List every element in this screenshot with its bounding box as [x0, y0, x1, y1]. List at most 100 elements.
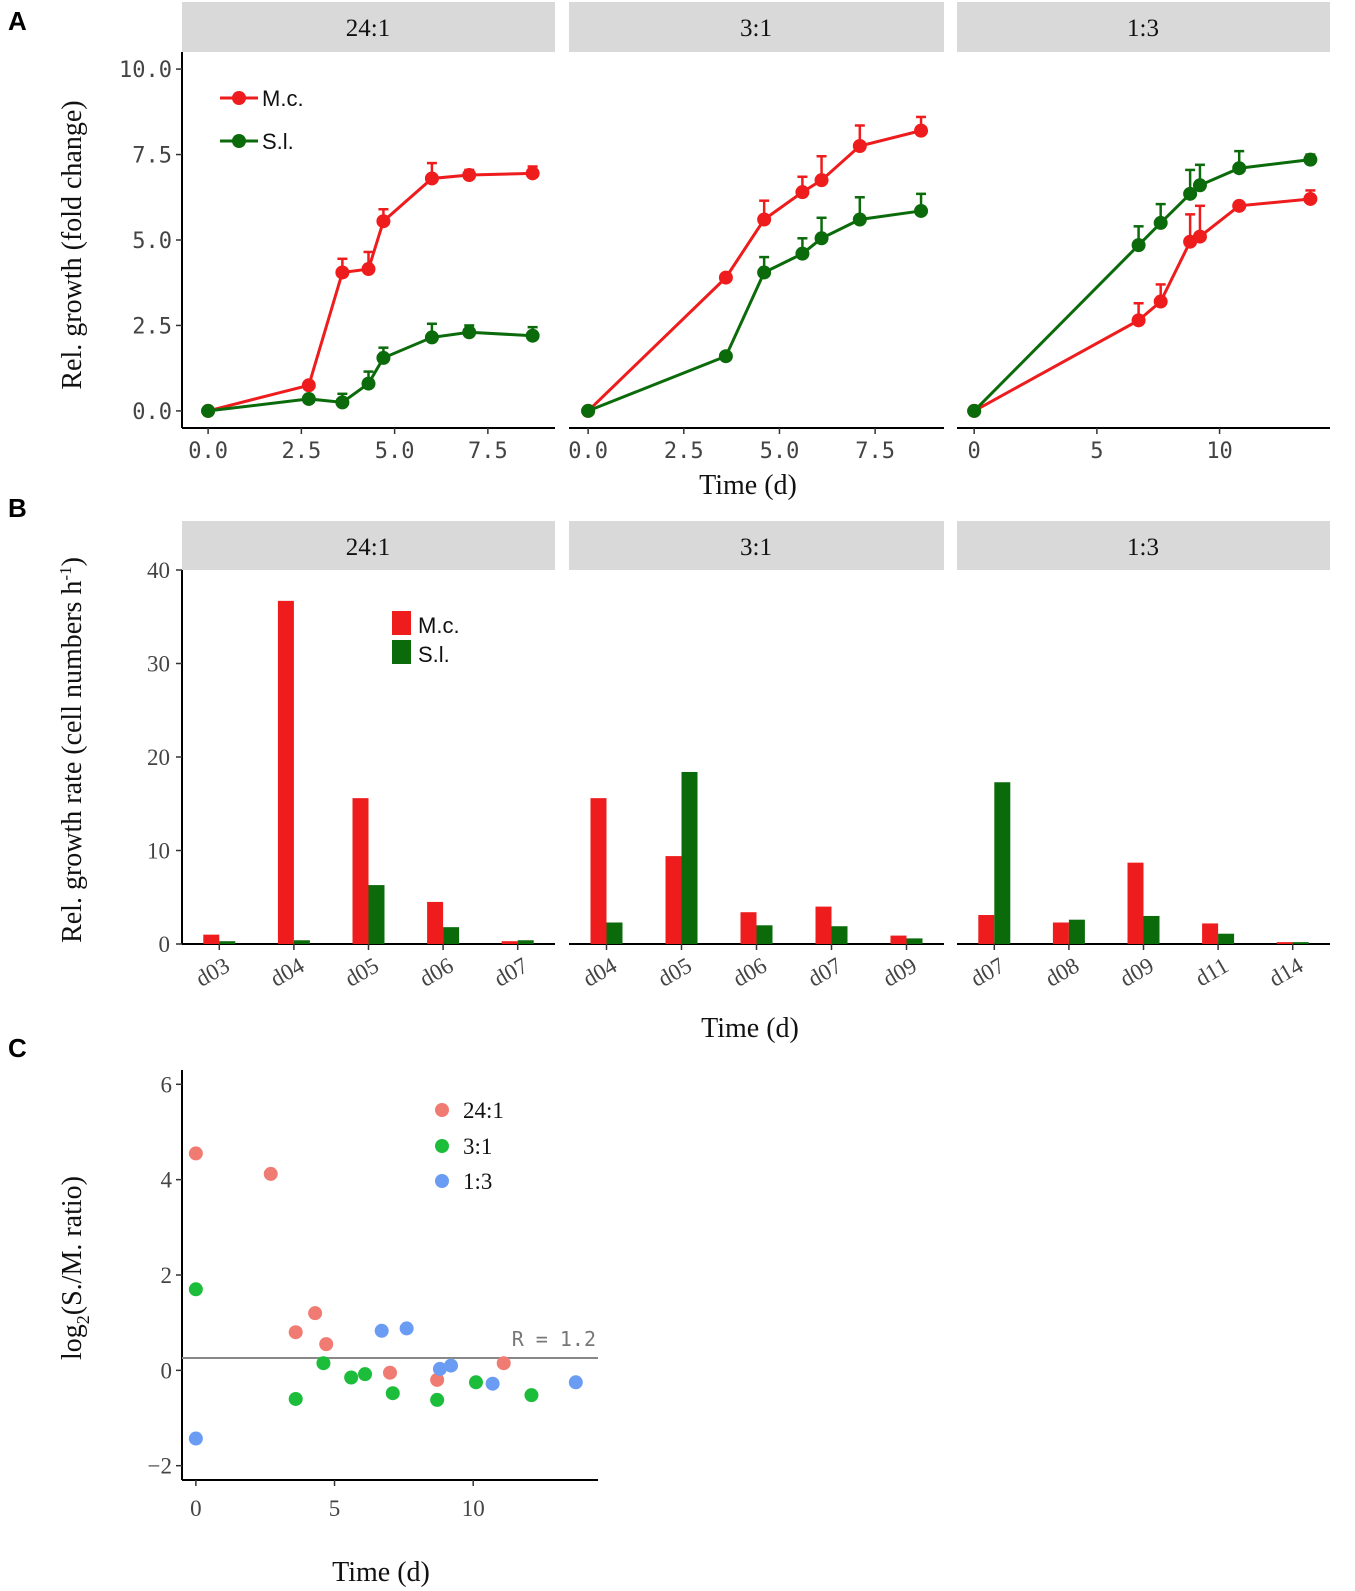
bar-sl [368, 885, 385, 944]
facet-strip-label: 3:1 [740, 15, 772, 42]
facet-strip-3-1 [569, 2, 944, 52]
bar-sl [606, 922, 623, 944]
x-axis-title: Time (d) [332, 1557, 430, 1588]
bar-sl [1218, 933, 1235, 944]
series-line-mc [587, 129, 922, 412]
x-tick-label: d03 [191, 953, 233, 992]
data-point [301, 378, 316, 393]
x-tick-label: 5.0 [760, 439, 800, 464]
legend-label: 1:3 [463, 1169, 492, 1194]
x-tick-label: d06 [729, 953, 771, 992]
x-tick-label: d04 [579, 952, 622, 991]
x-tick-label: d08 [1041, 953, 1083, 992]
data-point [361, 262, 376, 277]
data-point-24-1 [288, 1325, 303, 1340]
bar-mc [1052, 922, 1069, 944]
y-tick-label: 4 [161, 1168, 173, 1193]
data-point-24-1 [319, 1337, 334, 1352]
bar-mc [203, 934, 220, 944]
legend: M.c. S.l. [392, 611, 460, 667]
y-tick-label: 2.5 [132, 314, 172, 339]
facet-strip-24-1 [182, 2, 555, 52]
x-axis-title: Time (d) [701, 1013, 799, 1044]
y-tick-label: −2 [148, 1454, 172, 1479]
bar-sl [994, 782, 1011, 944]
data-point [1232, 161, 1247, 176]
data-point-3-1 [288, 1391, 303, 1406]
data-point [795, 185, 810, 200]
x-tick-label: 5 [1090, 439, 1103, 464]
data-point [814, 173, 829, 188]
data-point [1131, 313, 1146, 328]
data-point [201, 403, 216, 418]
data-point-24-1 [188, 1146, 203, 1161]
x-tick-label: d14 [1265, 952, 1308, 991]
bar-sl [219, 941, 236, 944]
y-axis-title: Rel. growth rate (cell numbers h-1) [56, 557, 88, 943]
bar-mc [890, 935, 907, 944]
reference-line-label: R = 1.2 [512, 1327, 596, 1351]
panel-c-marks: −2 0 2 4 6 0 5 10 [148, 1070, 598, 1521]
bar-mc [815, 906, 832, 944]
data-point [757, 265, 772, 280]
bar-mc [1276, 942, 1293, 944]
bar-sl [443, 927, 460, 944]
bar-mc [352, 798, 369, 944]
data-point [852, 212, 867, 227]
data-point [424, 330, 439, 345]
bar-sl [1068, 919, 1085, 944]
data-point [1153, 294, 1168, 309]
panel-a-line-chart: 24:1 3:1 1:3 Rel. growth (fold change) T… [57, 2, 1330, 501]
panel-b-bar-chart: 24:1 3:1 1:3 Rel. growth rate (cell numb… [56, 521, 1330, 1044]
legend-key-point [232, 134, 246, 148]
bar-sl [681, 771, 698, 944]
x-tick-label: 7.5 [855, 439, 895, 464]
data-point-1-3 [432, 1361, 447, 1376]
x-tick-label: d07 [490, 953, 532, 992]
x-tick-label: 5 [329, 1496, 341, 1521]
x-tick-label: d09 [879, 953, 921, 992]
facet-strip-label: 3:1 [740, 534, 772, 561]
y-tick-label: 7.5 [132, 144, 172, 169]
y-axis-title: log2(S./M. ratio) [57, 1176, 93, 1360]
data-point [301, 391, 316, 406]
data-point-24-1 [263, 1166, 278, 1181]
data-point [795, 246, 810, 261]
legend-label: 3:1 [463, 1134, 492, 1159]
bar-sl [906, 938, 923, 944]
y-tick-label: 5.0 [132, 229, 172, 254]
y-tick-label: 0 [161, 1358, 173, 1383]
data-point-1-3 [374, 1323, 389, 1338]
bar-mc [1127, 862, 1144, 944]
y-axis-title-superscript: -1 [56, 566, 75, 580]
bar-mc [740, 912, 757, 944]
data-point-1-3 [399, 1321, 414, 1336]
data-point [335, 265, 350, 280]
data-point [914, 203, 929, 218]
series-line-mc [973, 197, 1311, 413]
x-tick-label: 0 [190, 1496, 202, 1521]
data-point-1-3 [485, 1376, 500, 1391]
data-point [852, 139, 867, 153]
data-point [376, 214, 391, 229]
x-tick-label: d05 [341, 953, 383, 992]
bar-mc [978, 915, 995, 944]
data-point [718, 270, 733, 285]
facet-strip-1-3 [957, 2, 1330, 52]
y-tick-label: 6 [161, 1072, 173, 1097]
facet-strip-label: 24:1 [346, 15, 390, 42]
bar-mc [501, 941, 518, 944]
bar-sl [517, 940, 534, 944]
data-point [581, 403, 596, 418]
data-point [1192, 229, 1207, 244]
data-point [718, 349, 733, 364]
data-point-1-3 [188, 1431, 203, 1446]
data-point [525, 328, 540, 343]
facet-strip-3-1 [569, 521, 944, 570]
facet-strip-label: 1:3 [1127, 534, 1159, 561]
data-point [967, 403, 982, 418]
legend-key-point [435, 1174, 449, 1188]
data-point [424, 171, 439, 186]
legend-key-box [392, 640, 411, 664]
y-tick-label: 10 [147, 839, 170, 864]
